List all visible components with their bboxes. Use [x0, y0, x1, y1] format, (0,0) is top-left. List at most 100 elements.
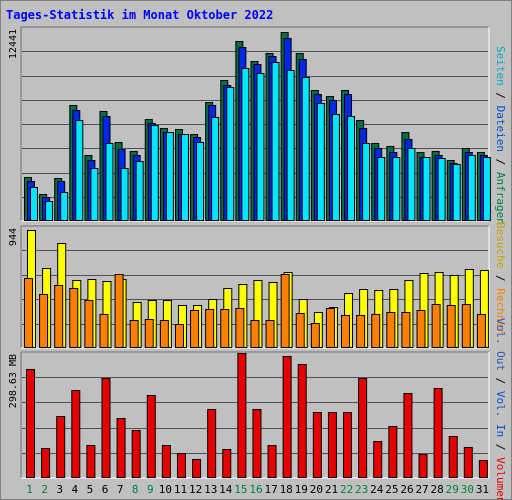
legend-2: Volumen — [494, 457, 507, 500]
volumen-bar — [403, 393, 413, 478]
day-label: 25 — [385, 483, 398, 496]
volumen-bar — [131, 430, 141, 478]
volumen-bar — [267, 445, 277, 478]
panel-3-right-legend: Vol. Out / Vol. In / Volumen — [494, 318, 507, 500]
day-label: 1 — [26, 483, 33, 496]
rechner-bar — [461, 304, 471, 348]
rechner-bar — [114, 274, 124, 348]
seiten-bar — [392, 157, 401, 221]
day-label: 10 — [159, 483, 172, 496]
rechner-bar — [446, 305, 456, 348]
rechner-bar — [310, 323, 320, 348]
rechner-bar — [386, 312, 396, 348]
seiten-bar — [211, 117, 220, 221]
legend-1: Dateien — [494, 106, 507, 152]
rechner-bar — [39, 294, 49, 348]
volumen-bar — [161, 445, 171, 478]
volumen-bar — [343, 412, 353, 478]
day-label: 23 — [355, 483, 368, 496]
day-label: 13 — [204, 483, 217, 496]
seiten-bar — [180, 134, 189, 221]
seiten-bar — [30, 187, 38, 221]
volumen-bar — [297, 364, 307, 478]
day-label: 20 — [310, 483, 323, 496]
day-label: 14 — [219, 483, 233, 496]
day-label: 31 — [476, 483, 489, 496]
seiten-bar — [467, 155, 476, 221]
seiten-bar — [165, 132, 174, 221]
day-label: 28 — [431, 483, 444, 496]
seiten-bar — [377, 157, 386, 221]
rechner-bar — [159, 320, 169, 348]
seiten-bar — [422, 157, 431, 221]
seiten-bar — [105, 143, 114, 221]
rechner-bar — [325, 308, 335, 348]
seiten-bar — [256, 73, 265, 221]
day-label: 21 — [325, 483, 338, 496]
day-label: 5 — [87, 483, 94, 496]
legend-1: Vol. In — [494, 391, 507, 437]
day-label: 27 — [415, 483, 428, 496]
volumen-bar — [252, 409, 262, 478]
legend-separator: / — [494, 437, 507, 457]
day-label: 9 — [147, 483, 154, 496]
volumen-bar — [222, 449, 232, 478]
panel-2-y-max-label: 944 — [8, 228, 19, 246]
seiten-bar — [407, 148, 416, 221]
day-label: 15 — [234, 483, 247, 496]
day-label: 3 — [56, 483, 63, 496]
rechner-bar — [476, 314, 486, 348]
rechner-bar — [54, 285, 64, 348]
seiten-bar — [316, 103, 325, 221]
rechner-bar — [174, 324, 184, 348]
legend-1: Rechner — [494, 288, 507, 335]
seiten-bar — [331, 114, 340, 221]
seiten-bar — [226, 87, 235, 221]
day-label: 29 — [446, 483, 459, 496]
rechner-bar — [371, 314, 381, 348]
volumen-bar — [56, 416, 66, 478]
legend-0: Anfragen — [494, 172, 507, 225]
legend-separator: / — [494, 371, 507, 391]
volumen-bar — [176, 453, 186, 478]
seiten-bar — [75, 120, 84, 221]
rechner-bar — [205, 309, 215, 348]
panel-1-y-max-label: 12441 — [8, 29, 19, 59]
volumen-bar — [418, 454, 428, 478]
seiten-bar — [452, 164, 461, 221]
volumen-bar — [71, 390, 81, 478]
volumen-bar — [207, 409, 217, 478]
day-label: 22 — [340, 483, 353, 496]
seiten-bar — [241, 68, 250, 221]
day-label: 8 — [132, 483, 139, 496]
volumen-bar — [146, 395, 156, 478]
seiten-bar — [45, 201, 54, 221]
volumen-bar — [373, 441, 383, 478]
rechner-bar — [220, 309, 230, 348]
volumen-bar — [312, 412, 322, 478]
panel-3-y-max-label: 298.63 MB — [8, 354, 19, 408]
day-label: 24 — [370, 483, 384, 496]
day-label: 17 — [264, 483, 277, 496]
seiten-bar — [196, 142, 205, 221]
volumen-bar — [41, 448, 51, 478]
rechner-bar — [235, 308, 245, 348]
day-label: 2 — [41, 483, 48, 496]
volumen-bar — [433, 388, 443, 478]
seiten-bar — [482, 157, 491, 221]
rechner-bar — [250, 320, 260, 348]
panel-2-right-legend: Besuche / Rechner — [494, 222, 507, 335]
rechner-bar — [295, 313, 305, 348]
day-label: 18 — [280, 483, 293, 496]
day-label: 6 — [102, 483, 109, 496]
seiten-bar — [90, 168, 99, 221]
rechner-bar — [190, 310, 200, 348]
volumen-bar — [26, 369, 35, 478]
legend-0: Besuche — [494, 222, 507, 268]
rechner-bar — [99, 314, 109, 348]
seiten-bar — [286, 70, 295, 221]
day-label: 12 — [189, 483, 202, 496]
seiten-bar — [301, 77, 310, 221]
